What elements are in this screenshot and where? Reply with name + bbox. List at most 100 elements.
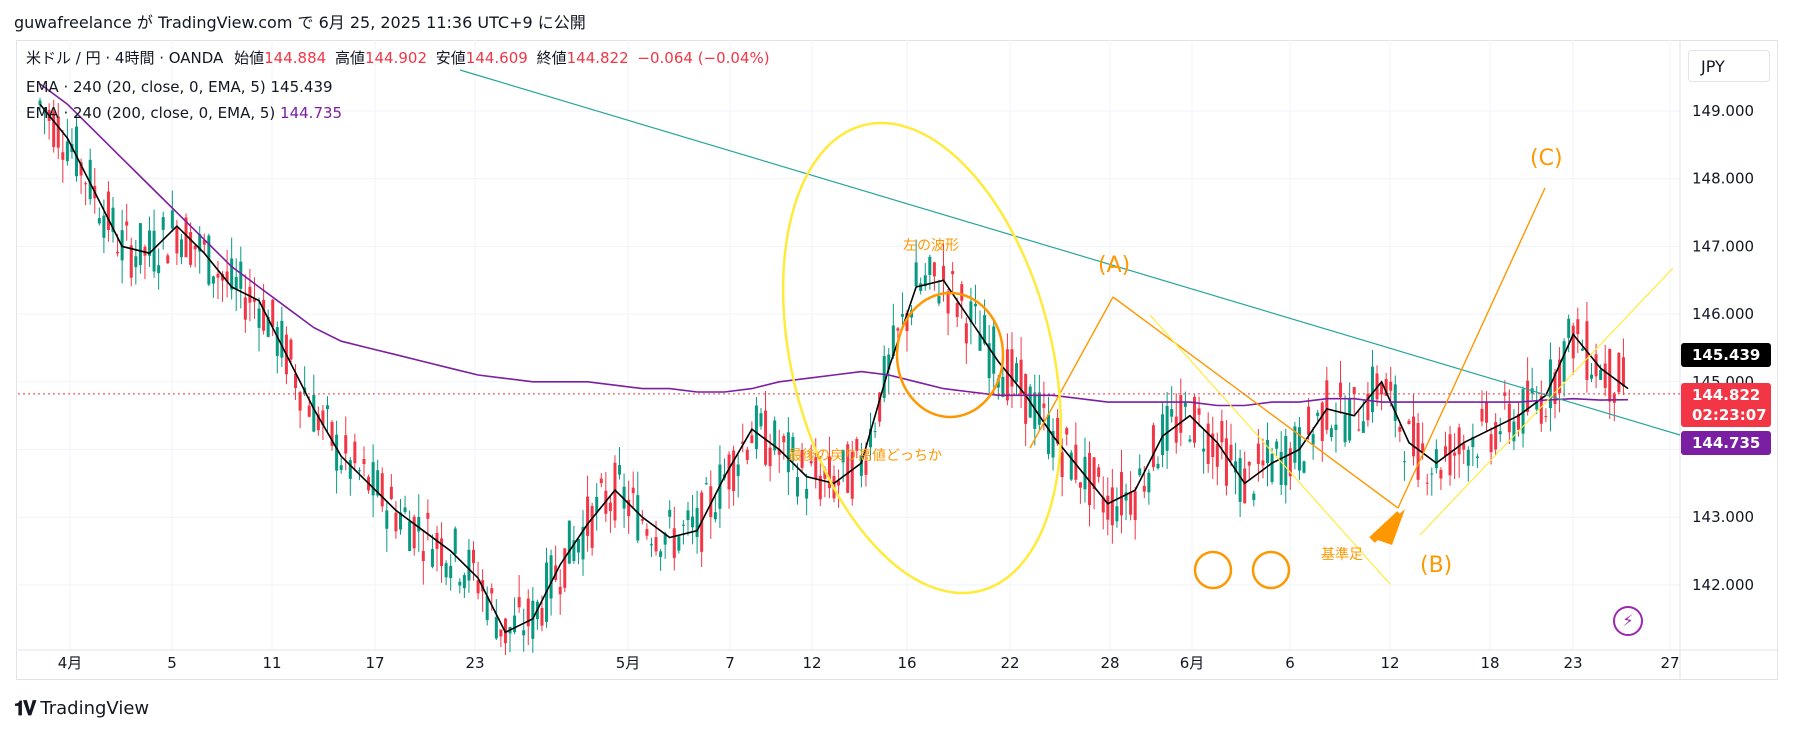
candle-body <box>97 218 101 224</box>
candle-body <box>1010 349 1014 387</box>
candle-body <box>850 452 854 499</box>
candle-body <box>494 617 498 639</box>
candle-body <box>1101 497 1105 513</box>
candle-body <box>900 314 904 317</box>
orange-circle[interactable] <box>895 291 1005 419</box>
candle-body <box>221 274 225 281</box>
candle-body <box>750 435 754 444</box>
candle-body <box>581 526 585 560</box>
candle-body <box>732 450 736 492</box>
wave-line-a-down[interactable] <box>1112 296 1399 509</box>
x-tick-label: 4月 <box>58 654 83 672</box>
candle-body <box>1589 374 1593 379</box>
currency-button[interactable]: JPY <box>1688 50 1770 82</box>
channel-line-upper[interactable] <box>1419 267 1674 536</box>
candle-body <box>1311 434 1315 445</box>
x-tick-label: 5 <box>167 654 177 672</box>
ema200-line[interactable] <box>39 83 1629 407</box>
legend-ema200[interactable]: EMA · 240 (200, close, 0, EMA, 5) 144.73… <box>26 104 342 122</box>
candle-body <box>1270 453 1274 482</box>
legend-high: 144.902 <box>364 49 427 67</box>
candle-body <box>1288 448 1292 477</box>
candle-body <box>307 405 311 417</box>
candle-body <box>1106 495 1110 520</box>
candle-body <box>75 126 79 177</box>
legend-main: 米ドル / 円 · 4時間 · OANDA 始値144.884 高値144.90… <box>26 47 770 68</box>
wave-line-a-up[interactable] <box>1029 296 1114 449</box>
candle-body <box>1179 395 1183 433</box>
yellow-ellipse[interactable] <box>738 94 1106 623</box>
candle-body <box>517 597 521 608</box>
candle-body <box>1539 395 1543 424</box>
lightning-icon[interactable]: ⚡ <box>1613 606 1643 636</box>
candle-body <box>111 207 115 233</box>
candle-body <box>417 516 421 532</box>
candle-body <box>818 475 822 500</box>
x-tick-label: 5月 <box>616 654 641 672</box>
candle-body <box>955 303 959 318</box>
candle-body <box>1170 409 1174 417</box>
legend-ema20[interactable]: EMA · 240 (20, close, 0, EMA, 5) 145.439 <box>26 78 333 96</box>
candle-body <box>522 630 526 636</box>
candle-body <box>704 483 708 485</box>
candle-body <box>1603 363 1607 388</box>
candle-body <box>1243 468 1247 504</box>
candle-body <box>157 265 161 274</box>
candle-body <box>65 141 69 162</box>
candle-body <box>198 234 202 252</box>
candle-body <box>421 551 425 562</box>
bottom-circle-1[interactable] <box>1193 550 1233 590</box>
candle-body <box>960 284 964 301</box>
candle-body <box>1307 406 1311 435</box>
candle-body <box>608 502 612 512</box>
arrow-shaft <box>1369 511 1403 543</box>
candle-body <box>335 434 339 471</box>
candle-body <box>211 276 215 284</box>
candle-body <box>645 529 649 536</box>
legend-open-label: 始値 <box>234 49 265 67</box>
chart-pane[interactable] <box>16 40 1778 680</box>
candle-body <box>476 580 480 594</box>
candle-body <box>773 420 777 451</box>
candle-body <box>791 436 795 453</box>
channel-line-lower[interactable] <box>1149 314 1391 585</box>
x-tick-label: 18 <box>1480 654 1499 672</box>
ema20-value: 145.439 <box>270 78 333 96</box>
bottom-circle-2[interactable] <box>1251 550 1291 590</box>
legend-low-label: 安値 <box>435 49 466 67</box>
candle-body <box>814 457 818 479</box>
candle-body <box>321 410 325 426</box>
legend-symbol[interactable]: 米ドル / 円 · 4時間 · OANDA <box>26 49 224 67</box>
candle-body <box>266 316 270 337</box>
candle-body <box>152 230 156 272</box>
candle-body <box>148 230 152 256</box>
candle-body <box>896 328 900 331</box>
candle-body <box>1567 318 1571 338</box>
candle-body <box>1261 460 1265 466</box>
candle-body <box>312 394 316 432</box>
published-caption: guwafreelance が TradingView.com で 6月 25,… <box>14 13 586 32</box>
downtrend-line[interactable] <box>459 69 1681 436</box>
last-price-badge-text: 144.822 <box>1692 386 1760 404</box>
candle-body <box>1380 382 1384 395</box>
candle-body <box>754 405 758 450</box>
candle-body <box>1110 487 1114 526</box>
candle-body <box>1571 325 1575 359</box>
wave-line-c-up[interactable] <box>1397 187 1546 509</box>
candle-body <box>1005 349 1009 401</box>
candle-body <box>490 588 494 594</box>
candle-body <box>946 291 950 314</box>
candle-body <box>795 477 799 497</box>
candle-body <box>339 465 343 470</box>
candle-body <box>1402 461 1406 463</box>
candle-body <box>1078 482 1082 488</box>
candle-body <box>531 600 535 639</box>
candle-body <box>289 339 293 360</box>
label-left-wave: 左の波形 <box>903 238 959 254</box>
ema20-line[interactable] <box>39 103 1629 634</box>
x-tick-label: 16 <box>897 654 916 672</box>
candle-body <box>805 488 809 499</box>
x-tick-label: 12 <box>802 654 821 672</box>
candle-body <box>928 256 932 275</box>
